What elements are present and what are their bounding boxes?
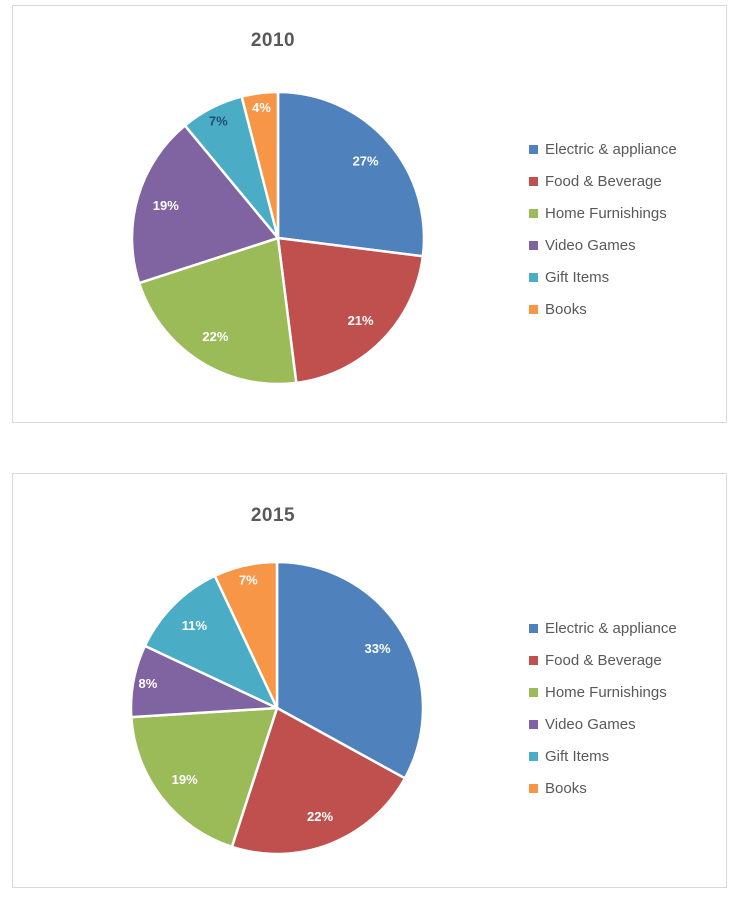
- pie-slice-books: [240, 90, 280, 240]
- legend-label: Books: [545, 779, 587, 797]
- legend-label: Home Furnishings: [545, 683, 667, 701]
- legend-marker: [529, 783, 538, 793]
- legend-label: Books: [545, 300, 587, 318]
- pie-slice-books: [213, 560, 279, 710]
- data-label: 22%: [307, 809, 333, 824]
- legend-item: Home Furnishings: [529, 676, 724, 708]
- legend-marker: [529, 240, 538, 250]
- pie-slice-electric-appliance: [275, 560, 425, 780]
- legend-label: Food & Beverage: [545, 172, 662, 190]
- legend-item: Food & Beverage: [529, 644, 724, 676]
- legend-marker: [529, 144, 538, 154]
- data-label: 7%: [239, 572, 258, 587]
- legend-label: Gift Items: [545, 268, 610, 286]
- data-label: 19%: [153, 198, 179, 213]
- data-label: 22%: [202, 329, 228, 344]
- legend-item: Books: [529, 293, 724, 325]
- legend-label: Electric & appliance: [545, 140, 677, 158]
- legend-item: Electric & appliance: [529, 612, 724, 644]
- legend-marker: [529, 272, 538, 282]
- data-label: 21%: [348, 313, 374, 328]
- pie-slice-gift-items: [143, 574, 279, 710]
- legend-2015: Electric & appliance Food & Beverage Home …: [529, 612, 724, 804]
- pie-2015: 33% 22% 19% 8% 11% 7%: [129, 560, 425, 856]
- legend-marker: [529, 751, 538, 761]
- data-label: 27%: [353, 153, 379, 168]
- data-label: 33%: [364, 641, 390, 656]
- legend-marker: [529, 655, 538, 665]
- pie-slice-home-furnishings: [130, 706, 279, 849]
- legend-item: Electric & appliance: [529, 133, 724, 165]
- legend-label: Video Games: [545, 715, 636, 733]
- legend-label: Video Games: [545, 236, 636, 254]
- legend-item: Video Games: [529, 708, 724, 740]
- legend-item: Gift Items: [529, 261, 724, 293]
- legend-marker: [529, 623, 538, 633]
- pie-slice-home-furnishings: [137, 236, 298, 386]
- pie-slice-electric-appliance: [276, 90, 426, 258]
- legend-marker: [529, 687, 538, 697]
- chart-box-2010: 2010 27% 21% 22% 19% 7% 4% Electric & applian…: [12, 5, 727, 423]
- data-label: 11%: [182, 618, 208, 633]
- pie-slice-food-beverage: [230, 706, 407, 856]
- legend-item: Books: [529, 772, 724, 804]
- chart-title-2015: 2015: [250, 505, 296, 526]
- pie-slice-food-beverage: [276, 236, 425, 385]
- legend-item: Video Games: [529, 229, 724, 261]
- legend-label: Gift Items: [545, 747, 610, 765]
- legend-item: Home Furnishings: [529, 197, 724, 229]
- legend-2010: Electric & appliance Food & Beverage Home …: [529, 133, 724, 325]
- data-label: 4%: [252, 100, 271, 115]
- pie-2010: 27% 21% 22% 19% 7% 4%: [130, 90, 426, 386]
- data-label: 8%: [139, 676, 158, 691]
- legend-marker: [529, 719, 538, 729]
- legend-marker: [529, 208, 538, 218]
- chart-title-2010: 2010: [250, 30, 296, 51]
- data-label: 19%: [172, 772, 198, 787]
- legend-marker: [529, 304, 538, 314]
- legend-item: Food & Beverage: [529, 165, 724, 197]
- legend-marker: [529, 176, 538, 186]
- data-label: 7%: [209, 113, 228, 128]
- chart-box-2015: 2015 33% 22% 19% 8% 11% 7% Electric & applian…: [12, 473, 727, 888]
- legend-item: Gift Items: [529, 740, 724, 772]
- pie-slice-video-games: [130, 124, 280, 285]
- legend-label: Home Furnishings: [545, 204, 667, 222]
- legend-label: Electric & appliance: [545, 619, 677, 637]
- legend-label: Food & Beverage: [545, 651, 662, 669]
